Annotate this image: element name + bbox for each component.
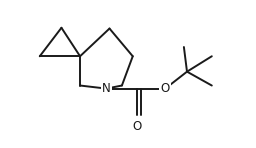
Text: O: O xyxy=(133,120,142,133)
Text: O: O xyxy=(161,82,170,95)
Text: N: N xyxy=(102,82,111,95)
